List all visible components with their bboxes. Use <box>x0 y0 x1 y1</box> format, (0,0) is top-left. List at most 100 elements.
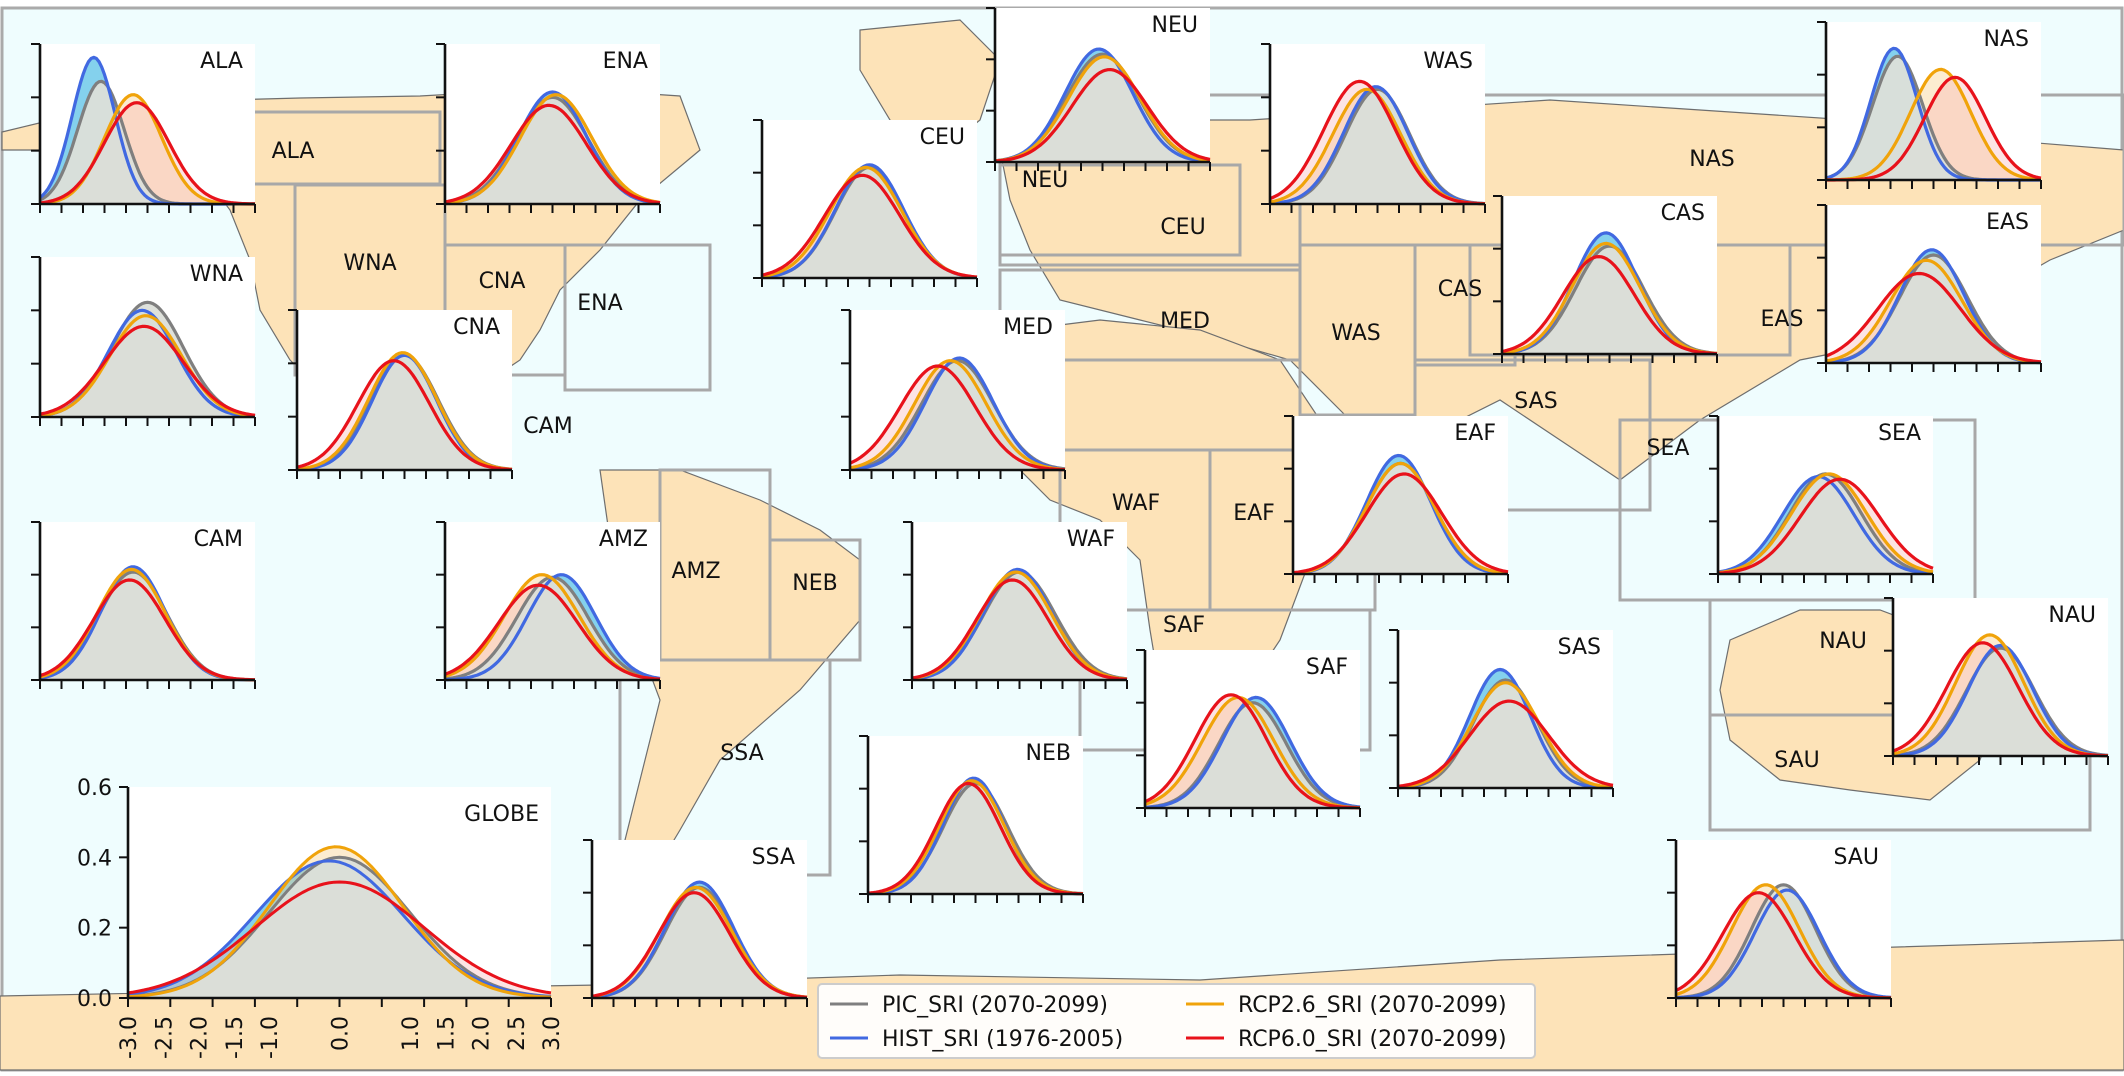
panel-saf-title: SAF <box>1306 655 1348 680</box>
panel-sau-hist-line <box>1675 888 1892 1000</box>
panel-amz: AMZ <box>436 521 661 689</box>
panel-med: MED <box>841 309 1066 479</box>
globe-y-tick-label: 0.0 <box>77 987 112 1012</box>
map-label-sas: SAS <box>1514 389 1557 414</box>
panel-cam: CAM <box>31 521 256 689</box>
panel-saf-rcp26-line <box>1144 695 1361 810</box>
globe-x-tick-label: 2.0 <box>470 1016 495 1051</box>
panel-neb: NEB <box>859 735 1084 903</box>
panel-waf: WAF <box>903 521 1128 689</box>
panel-eaf: EAF <box>1284 415 1509 583</box>
panel-neb-rcp26-line <box>867 779 1084 896</box>
panel-cas-rcp60-line <box>1501 255 1718 356</box>
globe-x-tick-label: 2.5 <box>505 1016 530 1051</box>
panel-sau-pic-line <box>1675 883 1892 1000</box>
map-label-ssa: SSA <box>720 741 763 766</box>
panel-nas: NAS <box>1817 21 2042 189</box>
map-label-cam: CAM <box>523 414 572 439</box>
globe-x-tick-label: -3.0 <box>117 1016 142 1059</box>
panel-cam-rcp60-line <box>39 578 256 682</box>
panel-ena: ENA <box>436 43 661 213</box>
panel-ala-title: ALA <box>200 49 243 74</box>
panel-neu-rcp26-line <box>994 55 1211 163</box>
panel-sea-hist-line <box>1717 475 1934 575</box>
panel-ena-title: ENA <box>603 49 648 74</box>
panel-nas-title: NAS <box>1984 27 2029 52</box>
legend-label-rcp26: RCP2.6_SRI (2070-2099) <box>1238 993 1507 1018</box>
map-label-nau: NAU <box>1819 629 1867 654</box>
panel-neb-title: NEB <box>1026 741 1071 766</box>
panel-wna-title: WNA <box>190 262 243 287</box>
panel-sau-rcp60-line <box>1675 891 1891 1000</box>
panel-globe-pic-area <box>128 857 551 998</box>
map-label-ala: ALA <box>272 139 315 164</box>
panel-ena-rcp60-line <box>444 103 661 205</box>
panel-sas-rcp26-line <box>1397 681 1614 789</box>
legend-label-hist: HIST_SRI (1976-2005) <box>882 1027 1123 1052</box>
panel-med-rcp60-line <box>849 364 1066 472</box>
globe-x-tick-label: 1.5 <box>434 1016 459 1051</box>
globe-x-tick-label: -1.0 <box>258 1016 283 1059</box>
panel-sas-rcp60-line <box>1397 699 1614 788</box>
panel-waf-title: WAF <box>1067 527 1115 552</box>
panel-nas-rcp26-line <box>1826 67 2042 182</box>
panel-globe: GLOBE 0.0 0.2 0.4 0.6 -3.0 -2.5 -2.0 -1.5 -1.0 0.0… <box>77 776 565 1059</box>
panel-cna-rcp26-line <box>296 351 513 471</box>
globe-x-tick-label: -1.5 <box>223 1016 248 1059</box>
panel-ssa-rcp60-line <box>591 891 808 999</box>
panel-globe-title: GLOBE <box>464 802 539 827</box>
panel-nau-hist-line <box>1892 643 2109 758</box>
panel-med-title: MED <box>1003 315 1053 340</box>
panel-cas-rcp26-line <box>1501 241 1718 356</box>
map-label-nas: NAS <box>1689 147 1734 172</box>
map-label-ena: ENA <box>577 291 622 316</box>
panel-med-rcp26-line <box>849 359 1066 471</box>
panel-sau-pic-area <box>1676 884 1891 998</box>
panel-cna-title: CNA <box>453 315 500 340</box>
legend-box <box>817 983 1536 1059</box>
map-label-amz: AMZ <box>671 559 720 584</box>
map-label-sau: SAU <box>1774 748 1820 773</box>
panel-eaf-title: EAF <box>1454 421 1496 446</box>
panel-wna-rcp26-line <box>39 314 256 418</box>
panel-ala-rcp60-line <box>39 101 256 206</box>
legend: PIC_SRI (2070-2099) RCP2.6_SRI (2070-2099… <box>817 983 1536 1059</box>
globe-y-tick-label: 0.4 <box>77 846 112 871</box>
panel-eas: EAS <box>1817 204 2042 372</box>
panel-amz-rcp60-line <box>444 583 661 681</box>
panel-sea: SEA <box>1709 415 1934 583</box>
panel-eas-rcp60-line <box>1825 271 2042 364</box>
panel-nas-rcp60-area <box>1826 77 2041 180</box>
panel-sau-title: SAU <box>1833 845 1879 870</box>
panel-ssa-title: SSA <box>752 845 795 870</box>
panel-cna: CNA <box>288 309 513 479</box>
panel-nau-title: NAU <box>2048 603 2096 628</box>
panel-wna: WNA <box>31 256 256 426</box>
panel-ceu-rcp60-line <box>761 173 978 279</box>
panel-cam-title: CAM <box>194 527 243 552</box>
panel-cas: CAS <box>1493 195 1718 363</box>
map-label-med: MED <box>1160 309 1210 334</box>
panel-sea-rcp26-line <box>1717 472 1934 575</box>
legend-label-pic: PIC_SRI (2070-2099) <box>882 993 1108 1018</box>
globe-x-tick-label: -2.0 <box>188 1016 213 1059</box>
map-label-wna: WNA <box>343 251 396 276</box>
panel-was: WAS <box>1261 43 1486 213</box>
panel-nau-pic-line <box>1892 646 2109 757</box>
panel-saf-hist-line <box>1144 695 1361 810</box>
panel-sea-title: SEA <box>1878 421 1921 446</box>
panel-sau: SAU <box>1667 839 1892 1007</box>
panel-sas: SAS <box>1389 629 1614 797</box>
map-label-was: WAS <box>1331 321 1381 346</box>
panel-med-hist-line <box>849 356 1066 471</box>
region-ena-box <box>563 243 712 392</box>
globe-x-tick-label: 1.0 <box>399 1016 424 1051</box>
panel-nas-rcp26-area <box>1826 69 2041 180</box>
panel-eaf-rcp60-line <box>1292 472 1509 575</box>
map-label-eas: EAS <box>1761 307 1804 332</box>
globe-x-tick-label: -2.5 <box>152 1016 177 1059</box>
globe-x-tick-label: 0.0 <box>329 1016 354 1051</box>
panel-cas-title: CAS <box>1661 201 1705 226</box>
